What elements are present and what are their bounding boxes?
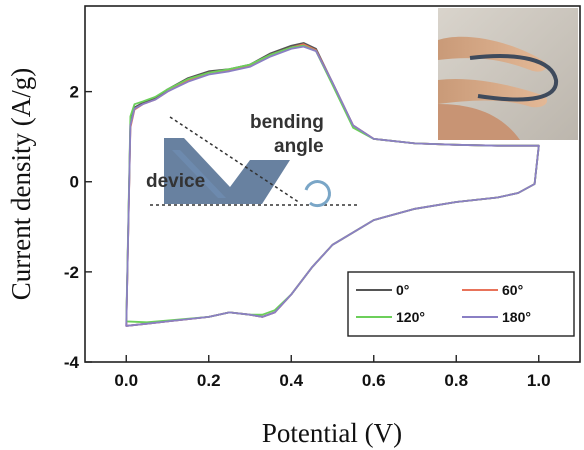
device-photo-inset — [438, 8, 578, 140]
x-axis-title: Potential (V) — [262, 418, 402, 448]
plot-frame — [84, 5, 581, 363]
x-tick-label: 0.0 — [114, 371, 138, 390]
x-axis-ticks: 0.0 0.2 0.4 0.6 0.8 1.0 — [114, 355, 551, 390]
legend-label-2: 120° — [396, 309, 425, 325]
y-axis-title: Current density (A/g) — [6, 68, 36, 300]
series-lines — [125, 42, 540, 327]
device-label: device — [146, 171, 205, 192]
y-tick-label: 2 — [70, 83, 79, 102]
legend-label-1: 60° — [502, 282, 523, 298]
x-tick-label: 0.8 — [444, 371, 468, 390]
bent-device-film — [469, 54, 559, 102]
y-tick-label: 0 — [70, 173, 79, 192]
palm — [438, 104, 520, 140]
angle-arc-arrow — [304, 180, 331, 208]
legend-label-0: 0° — [396, 282, 409, 298]
x-tick-label: 0.4 — [279, 371, 303, 390]
x-tick-label: 0.2 — [197, 371, 221, 390]
device-shape-inner — [172, 150, 226, 198]
y-tick-label: -2 — [64, 263, 79, 282]
angle-arm-line — [169, 116, 301, 204]
angle-label: angle — [274, 136, 324, 157]
device-shape — [164, 138, 290, 204]
finger-upper — [438, 36, 547, 72]
bending-schematic: device bending angle — [146, 112, 360, 208]
legend: 0° 60° 120° 180° — [347, 271, 575, 337]
y-tick-label: -4 — [64, 353, 80, 372]
y-axis-ticks: -4 -2 0 2 — [64, 83, 92, 372]
legend-label-3: 180° — [502, 309, 531, 325]
series-line-3 — [125, 45, 540, 327]
bending-label: bending — [250, 112, 324, 133]
legend-box — [347, 271, 575, 337]
x-tick-label: 1.0 — [527, 371, 551, 390]
x-tick-label: 0.6 — [362, 371, 386, 390]
